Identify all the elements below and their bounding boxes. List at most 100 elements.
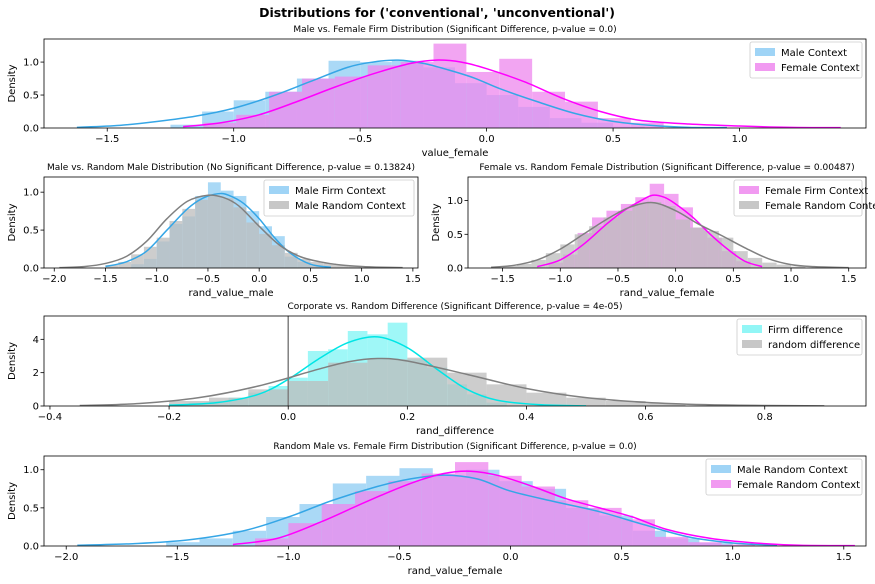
y-tick-label: 4: [33, 335, 39, 346]
panel-male-vs-female: Male vs. Female Firm Distribution (Signi…: [7, 25, 867, 159]
histogram-bar: [654, 536, 689, 546]
histogram-bar: [288, 523, 322, 546]
legend-swatch: [742, 325, 762, 333]
y-tick-label: 0.0: [23, 264, 39, 275]
legend-swatch: [269, 186, 289, 194]
legend: Male Random Context Female Random Context: [705, 458, 863, 496]
x-tick-label: 0.5: [605, 134, 621, 145]
x-axis-label: rand_difference: [416, 426, 494, 437]
panel-title: Corporate vs. Random Difference (Signifi…: [288, 302, 623, 312]
histogram-bar: [499, 58, 533, 128]
legend-label: Male Random Context: [737, 465, 848, 476]
y-tick-label: 0: [33, 402, 39, 413]
y-axis-label: Density: [7, 64, 18, 102]
histogram-bar: [255, 538, 289, 546]
x-tick-label: −1.0: [222, 134, 246, 145]
axes-frame: [467, 176, 867, 269]
kde-line-secondary: [59, 194, 403, 268]
legend-label: random difference: [768, 340, 860, 351]
histogram-bar: [632, 203, 647, 268]
histogram-bar: [118, 261, 132, 268]
x-axis-label: rand_value_female: [620, 288, 715, 299]
x-tick-label: 1.5: [405, 274, 421, 285]
legend-label: Female Firm Context: [765, 186, 868, 197]
panel-title: Male vs. Random Male Distribution (No Si…: [47, 163, 415, 173]
x-tick-label: 1.0: [783, 274, 799, 285]
histogram-bar: [328, 362, 368, 406]
histogram-secondary: [255, 462, 755, 546]
histogram-bar: [531, 259, 546, 268]
x-tick-label: 1.5: [841, 274, 857, 285]
histogram-bar: [603, 217, 618, 268]
histogram-bar: [199, 538, 233, 546]
legend-swatch: [269, 201, 289, 209]
y-tick-label: 1.0: [23, 188, 39, 199]
y-tick-label: 0.5: [23, 503, 39, 514]
plot-area: [79, 322, 825, 406]
y-tick-label: 1.0: [447, 196, 463, 207]
legend-swatch: [755, 48, 775, 56]
legend: Male Firm Context Male Random Context: [263, 179, 415, 217]
panel-title: Random Male vs. Female Firm Distribution…: [273, 442, 636, 452]
histogram-bar: [704, 230, 719, 268]
histogram-bar: [143, 246, 157, 268]
x-tick-label: 0.0: [479, 134, 495, 145]
x-tick-label: 1.0: [732, 134, 748, 145]
histogram-bar: [105, 264, 119, 268]
x-tick-label: 0.5: [614, 552, 630, 563]
histogram-bar: [297, 258, 311, 268]
x-tick-label: 1.0: [725, 552, 741, 563]
x-tick-label: 0.0: [280, 412, 296, 423]
histogram-bar: [207, 195, 221, 268]
histogram-bar: [791, 266, 806, 268]
histogram-bar: [433, 43, 467, 128]
x-tick-label: 0.2: [399, 412, 415, 423]
panel-female-vs-random-female: Female vs. Random Female Distribution (S…: [431, 163, 875, 299]
legend-label: Female Random Context: [765, 201, 875, 212]
y-tick-label: 1.0: [23, 58, 39, 69]
x-tick-label: −1.5: [165, 552, 189, 563]
histogram-bar: [521, 486, 555, 546]
x-tick-label: 0.0: [503, 552, 519, 563]
legend-label: Male Firm Context: [295, 186, 386, 197]
histogram-bar: [488, 475, 522, 546]
x-axis-label: rand_value_female: [408, 566, 503, 577]
histogram-bar: [203, 122, 237, 128]
panel-male-vs-random-male: Male vs. Random Male Distribution (No Si…: [7, 163, 421, 299]
legend-box: [705, 458, 863, 496]
axes-frame: [43, 38, 867, 129]
histogram-bar: [233, 207, 247, 268]
legend-box: [736, 318, 863, 356]
histogram-bar: [554, 500, 589, 546]
x-tick-label: 0.6: [638, 412, 654, 423]
kde-line-primary: [537, 194, 763, 268]
histogram-bar: [246, 222, 260, 268]
histogram-bar: [661, 205, 676, 268]
x-tick-label: −1.5: [95, 134, 119, 145]
histogram-bar: [721, 544, 755, 546]
histogram-bar: [348, 266, 362, 268]
panel-title: Female vs. Random Female Distribution (S…: [479, 163, 854, 173]
legend-label: Firm difference: [768, 325, 843, 336]
histogram-bar: [355, 491, 389, 546]
histogram-bar: [321, 504, 356, 546]
legend-swatch: [742, 340, 762, 348]
axes-frame: [43, 315, 867, 407]
x-tick-label: −0.5: [387, 552, 411, 563]
y-axis-label: Density: [7, 342, 18, 380]
legend-box: [749, 41, 863, 79]
y-tick-label: 0.5: [23, 226, 39, 237]
y-tick-label: 0.0: [447, 264, 463, 275]
kde-line-secondary: [232, 470, 855, 546]
plot-area: [491, 183, 849, 268]
histogram-bar: [617, 210, 633, 268]
histogram-bar: [517, 263, 532, 268]
x-tick-label: −1.5: [490, 274, 514, 285]
y-tick-label: 0.5: [23, 91, 39, 102]
histogram-bar: [367, 359, 408, 406]
histogram-bar: [421, 473, 455, 546]
panel-random-male-vs-female: Random Male vs. Female Firm Distribution…: [7, 442, 867, 577]
histogram-bar: [400, 62, 434, 128]
panel-corporate-vs-random-difference: Corporate vs. Random Difference (Signifi…: [7, 302, 867, 437]
legend-box: [263, 179, 415, 217]
